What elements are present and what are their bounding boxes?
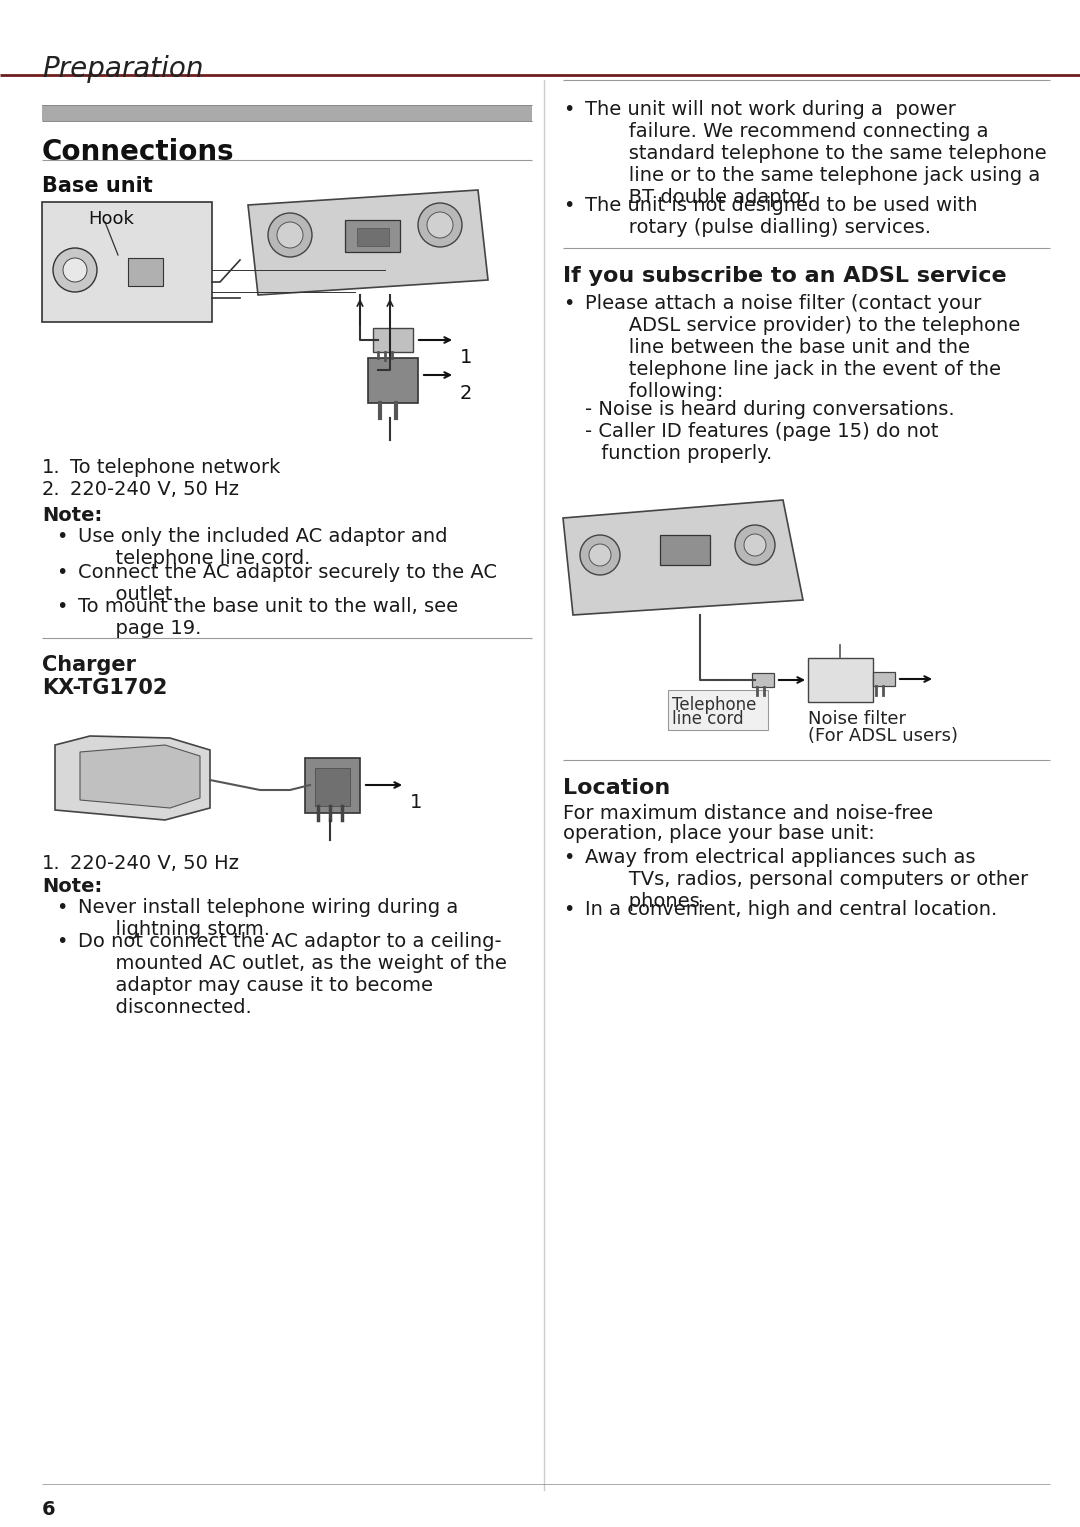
Text: operation, place your base unit:: operation, place your base unit: (563, 825, 875, 843)
Text: Use only the included AC adaptor and
      telephone line cord.: Use only the included AC adaptor and tel… (78, 527, 447, 568)
Text: line cord: line cord (672, 710, 744, 728)
Bar (808, 658, 873, 702)
Text: Location: Location (563, 777, 671, 799)
Circle shape (276, 221, 303, 247)
Bar (752, 673, 774, 687)
Text: Connections: Connections (42, 137, 234, 166)
Text: Note:: Note: (42, 505, 103, 525)
Bar (873, 672, 895, 686)
Text: Note:: Note: (42, 876, 103, 896)
Text: 220-240 V, 50 Hz: 220-240 V, 50 Hz (70, 479, 239, 499)
Text: •: • (56, 597, 67, 615)
Bar (129, 258, 163, 286)
Text: •: • (563, 195, 575, 215)
Bar (42, 202, 212, 322)
Text: 1.: 1. (42, 854, 60, 873)
Bar (669, 690, 768, 730)
Bar (373, 328, 413, 353)
Circle shape (744, 534, 766, 556)
Circle shape (418, 203, 462, 247)
Text: Noise filter: Noise filter (808, 710, 906, 728)
Text: The unit will not work during a  power
       failure. We recommend connecting a: The unit will not work during a power fa… (585, 99, 1047, 208)
Polygon shape (248, 189, 488, 295)
Circle shape (735, 525, 775, 565)
Circle shape (427, 212, 453, 238)
Text: If you subscribe to an ADSL service: If you subscribe to an ADSL service (563, 266, 1007, 286)
Bar (345, 220, 400, 252)
Text: Please attach a noise filter (contact your
       ADSL service provider) to the : Please attach a noise filter (contact yo… (585, 295, 1021, 402)
Bar (660, 534, 710, 565)
Polygon shape (80, 745, 200, 808)
Text: For maximum distance and noise-free: For maximum distance and noise-free (563, 805, 933, 823)
Text: Do not connect the AC adaptor to a ceiling-
      mounted AC outlet, as the weig: Do not connect the AC adaptor to a ceili… (78, 931, 507, 1017)
Text: •: • (56, 931, 67, 951)
Text: Hook: Hook (87, 211, 134, 228)
Text: •: • (56, 527, 67, 547)
Bar (357, 228, 389, 246)
Bar (305, 757, 360, 812)
Text: Charger: Charger (42, 655, 136, 675)
Text: Connect the AC adaptor securely to the AC
      outlet.: Connect the AC adaptor securely to the A… (78, 563, 497, 605)
Text: 1.: 1. (42, 458, 60, 476)
Bar (368, 357, 418, 403)
Text: Away from electrical appliances such as
       TVs, radios, personal computers o: Away from electrical appliances such as … (585, 847, 1028, 912)
Circle shape (580, 534, 620, 576)
Text: - Noise is heard during conversations.: - Noise is heard during conversations. (585, 400, 955, 418)
Text: •: • (563, 99, 575, 119)
Text: Preparation: Preparation (42, 55, 203, 82)
Text: 2: 2 (460, 383, 472, 403)
Polygon shape (563, 499, 804, 615)
Text: •: • (56, 563, 67, 582)
Circle shape (589, 544, 611, 567)
Text: Telephone: Telephone (672, 696, 756, 715)
Text: The unit is not designed to be used with
       rotary (pulse dialling) services: The unit is not designed to be used with… (585, 195, 977, 237)
Bar (42, 105, 532, 121)
Text: To mount the base unit to the wall, see
      page 19.: To mount the base unit to the wall, see … (78, 597, 458, 638)
Text: function properly.: function properly. (595, 444, 772, 463)
Text: 1: 1 (460, 348, 472, 366)
Polygon shape (55, 736, 210, 820)
Text: Base unit: Base unit (42, 176, 152, 195)
Circle shape (268, 212, 312, 257)
Text: Never install telephone wiring during a
      lightning storm.: Never install telephone wiring during a … (78, 898, 458, 939)
Text: •: • (56, 898, 67, 918)
Text: In a convenient, high and central location.: In a convenient, high and central locati… (585, 899, 997, 919)
Text: (For ADSL users): (For ADSL users) (808, 727, 958, 745)
Text: To telephone network: To telephone network (70, 458, 281, 476)
Circle shape (63, 258, 87, 282)
Text: - Caller ID features (page 15) do not: - Caller ID features (page 15) do not (585, 421, 939, 441)
Text: 6: 6 (42, 1500, 56, 1519)
Bar (315, 768, 350, 806)
Text: •: • (563, 847, 575, 867)
Circle shape (53, 247, 97, 292)
Text: •: • (563, 295, 575, 313)
Text: •: • (563, 899, 575, 919)
Text: 1: 1 (410, 793, 422, 812)
Text: KX-TG1702: KX-TG1702 (42, 678, 167, 698)
Text: 2.: 2. (42, 479, 60, 499)
Text: 220-240 V, 50 Hz: 220-240 V, 50 Hz (70, 854, 239, 873)
